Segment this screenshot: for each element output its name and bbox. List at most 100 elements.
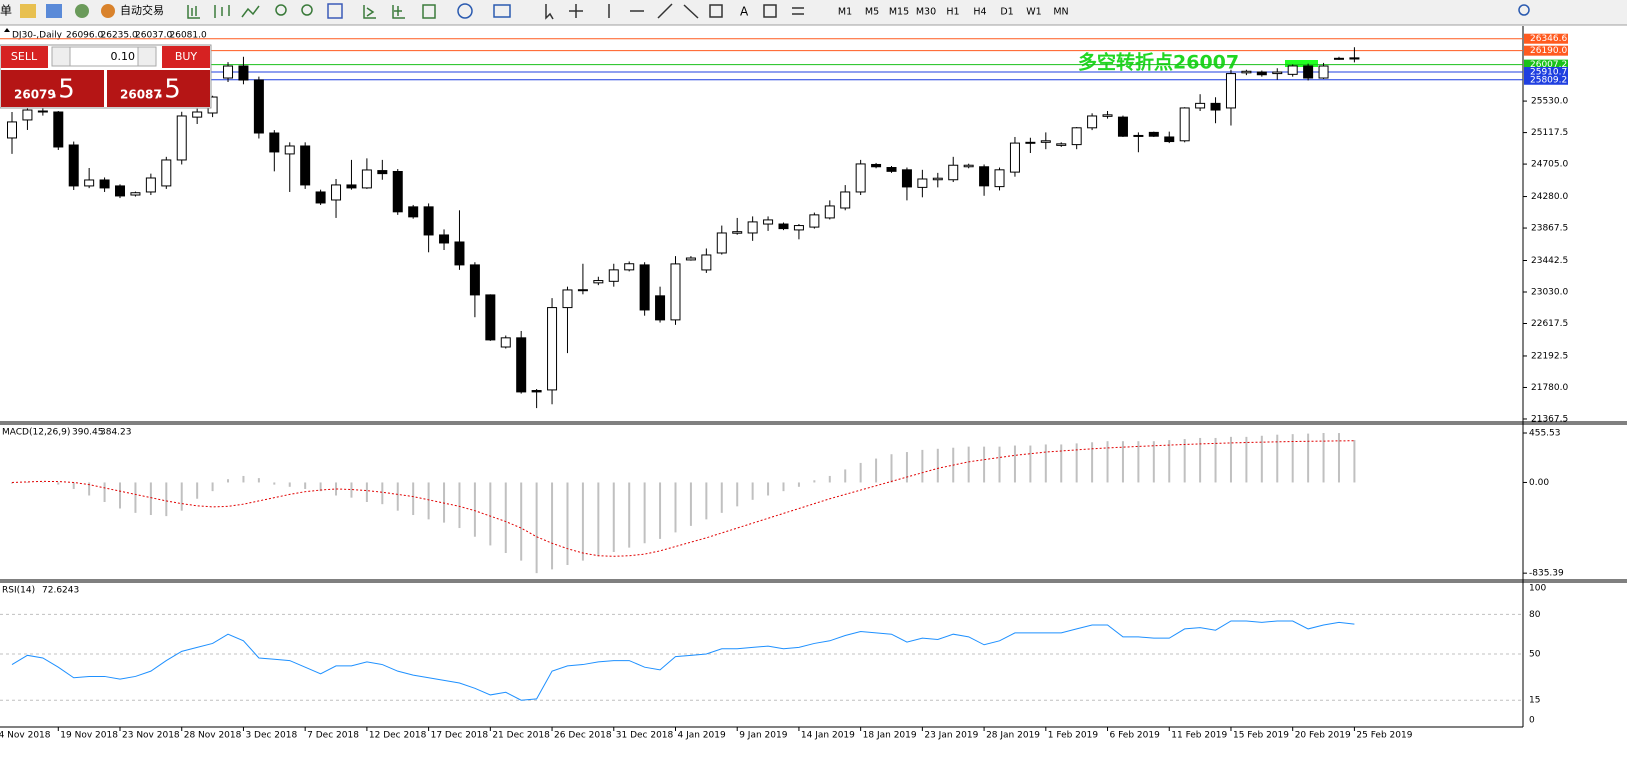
icon[interactable] [457, 3, 473, 19]
buy-price[interactable]: 26087 [120, 88, 162, 102]
date-label: 17 Dec 2018 [431, 731, 489, 741]
timeframe[interactable]: MN [1053, 7, 1068, 18]
candle-body [130, 192, 141, 196]
candle-body [655, 295, 666, 321]
timeframe[interactable]: M1 [838, 7, 852, 18]
icon[interactable] [327, 3, 343, 19]
sell-label[interactable]: SELL [11, 50, 38, 63]
candle-body [608, 269, 619, 282]
candle-body [809, 214, 820, 228]
candle-body [439, 234, 450, 244]
candle-body [408, 206, 419, 218]
macd-tick-label: 455.53 [1529, 428, 1561, 438]
timeframe[interactable]: H4 [973, 7, 986, 18]
candle-body [99, 179, 110, 189]
text-tool[interactable]: A [740, 5, 749, 19]
candle-body [948, 164, 959, 181]
icon[interactable] [241, 5, 260, 18]
icon[interactable] [569, 4, 583, 18]
candle-body [917, 178, 928, 188]
candle-body [161, 159, 172, 187]
icon[interactable] [392, 5, 405, 19]
date-label: 31 Dec 2018 [616, 731, 674, 741]
icon[interactable] [363, 5, 376, 19]
macd-tick-label: 0.00 [1529, 478, 1549, 488]
buy-button[interactable] [162, 46, 210, 68]
auto-trading[interactable]: 自动交易 [120, 3, 164, 17]
date-label: 4 Jan 2019 [677, 731, 725, 741]
sell-price[interactable]: 26079 [14, 88, 56, 102]
candle-body [577, 289, 588, 292]
buy-label[interactable]: BUY [175, 50, 198, 63]
candle-body [22, 109, 33, 121]
icon[interactable] [545, 4, 554, 20]
candle-body [1195, 102, 1206, 109]
price-tick-label: 24280.0 [1531, 192, 1568, 202]
candle-body [840, 191, 851, 209]
candle-body [377, 170, 388, 175]
sell-fraction[interactable]: .5 [50, 75, 75, 105]
candle-body [1025, 141, 1036, 144]
timeframe[interactable]: M5 [865, 7, 879, 18]
timeframe[interactable]: H1 [946, 7, 959, 18]
buy-fraction[interactable]: .5 [156, 75, 181, 105]
candle-body [778, 223, 789, 230]
icon[interactable] [608, 3, 699, 19]
rsi-tick-label: 100 [1529, 584, 1546, 594]
rsi-tick-label: 80 [1529, 610, 1541, 620]
icon[interactable] [46, 4, 62, 18]
icon[interactable] [20, 4, 36, 18]
icon[interactable] [493, 4, 511, 18]
rsi-tick-label: 15 [1529, 696, 1540, 706]
search-icon[interactable] [1518, 4, 1530, 16]
candle-body [979, 166, 990, 187]
icon[interactable] [709, 4, 723, 18]
candle-body [716, 232, 727, 254]
candle-body [901, 169, 912, 188]
price-tick-label: 22192.5 [1531, 351, 1568, 361]
candle-body [747, 221, 758, 234]
candle-body [1179, 107, 1190, 142]
level-label: 25809.2 [1530, 75, 1567, 85]
sell-button[interactable] [1, 46, 48, 68]
lot-value[interactable]: 0.10 [111, 50, 136, 63]
buy-price-box[interactable] [107, 70, 210, 107]
icon[interactable] [187, 5, 200, 19]
annotation: 多空转折点26007 [1078, 51, 1239, 74]
icon[interactable] [792, 7, 804, 15]
trade-panel: SELL 0.10 BUY 26079 .5 26087 .5 [0, 44, 212, 109]
candle-body [732, 231, 743, 234]
icon[interactable] [101, 4, 115, 18]
icon[interactable] [422, 4, 436, 19]
candle-body [53, 111, 64, 148]
timeframe[interactable]: M30 [916, 7, 936, 18]
icon[interactable] [275, 4, 287, 16]
candle-body [346, 184, 357, 189]
level-tag [1524, 59, 1568, 70]
sell-price-box[interactable] [1, 70, 104, 107]
lot-up[interactable] [137, 46, 157, 67]
price-tick-label: 23442.5 [1531, 256, 1568, 266]
candle-body [1333, 57, 1344, 60]
candle-body [84, 179, 95, 187]
candle-body [624, 263, 635, 271]
price-tick-label: 21367.5 [1531, 414, 1568, 424]
icon[interactable] [763, 4, 777, 18]
timeframe[interactable]: M15 [889, 7, 909, 18]
date-label: 26 Dec 2018 [554, 731, 612, 741]
level-label: 26007.2 [1530, 60, 1567, 70]
menu-char[interactable]: 单 [0, 4, 12, 18]
date-label: 23 Nov 2018 [122, 731, 180, 741]
candle-body [516, 337, 527, 393]
macd-title: MACD(12,26,9) [2, 428, 70, 438]
candle-body [685, 257, 696, 261]
timeframe[interactable]: W1 [1026, 7, 1041, 18]
icon[interactable] [301, 4, 313, 16]
level-label: 26346.6 [1530, 34, 1567, 44]
icon[interactable] [75, 4, 89, 18]
lot-down[interactable] [51, 46, 71, 67]
timeframe[interactable]: D1 [1000, 7, 1013, 18]
icon[interactable] [214, 5, 230, 18]
candle-body [1256, 71, 1267, 76]
